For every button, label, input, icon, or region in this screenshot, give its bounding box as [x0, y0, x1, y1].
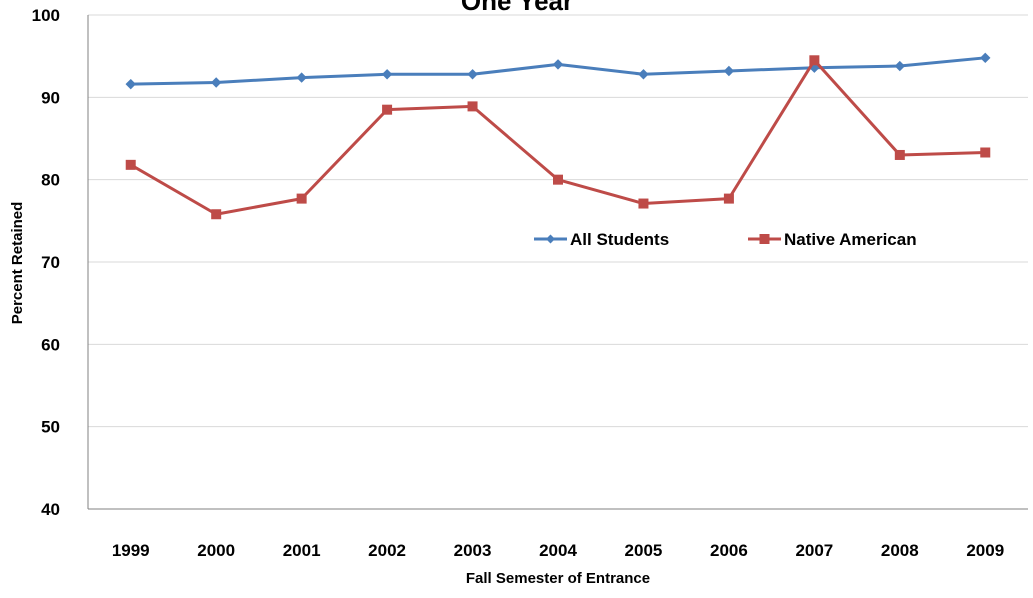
- chart-title: One Year: [461, 0, 573, 16]
- x-tick-label-2004: 2004: [539, 541, 577, 560]
- data-point-native-american-1999: [125, 159, 136, 170]
- y-axis-label: Percent Retained: [9, 202, 26, 325]
- data-point-native-american-2007: [809, 55, 820, 66]
- data-point-native-american-2001: [296, 193, 307, 204]
- data-point-all-students-2009: [980, 52, 991, 64]
- legend-label-native-american: Native American: [784, 230, 917, 249]
- y-tick-label-80: 80: [41, 171, 60, 190]
- data-point-all-students-2004: [552, 59, 564, 70]
- y-tick-labels: 40 50 60 70 80 90 100: [32, 6, 60, 519]
- x-tick-label-2007: 2007: [795, 541, 833, 560]
- data-point-all-students-2003: [467, 69, 478, 80]
- y-tick-label-60: 60: [41, 335, 60, 354]
- series-all-students: [125, 52, 991, 90]
- data-series: [125, 52, 991, 220]
- data-point-native-american-2009: [980, 147, 991, 158]
- y-tick-label-50: 50: [41, 418, 60, 437]
- series-line-native-american: [129, 58, 986, 216]
- x-tick-label-2002: 2002: [368, 541, 406, 560]
- legend: All Students Native American: [534, 230, 917, 249]
- data-point-all-students-2001: [296, 72, 307, 83]
- x-tick-labels: 1999 2000 2001 2002 2003 2004 2005 2006 2007 2008…: [112, 541, 1004, 560]
- x-tick-label-2008: 2008: [881, 541, 919, 560]
- y-tick-label-70: 70: [41, 253, 60, 272]
- legend-item-native-american: Native American: [748, 230, 917, 249]
- legend-item-all-students: All Students: [534, 230, 669, 249]
- data-point-all-students-2005: [638, 69, 649, 80]
- data-point-native-american-2000: [211, 209, 222, 220]
- data-point-native-american-2006: [723, 193, 734, 204]
- data-point-all-students-2006: [723, 65, 735, 77]
- data-point-all-students-2002: [381, 69, 393, 80]
- axes: [87, 15, 1028, 510]
- x-tick-label-2001: 2001: [283, 541, 321, 560]
- x-tick-label-2006: 2006: [710, 541, 748, 560]
- y-tick-label-90: 90: [41, 88, 60, 107]
- data-point-native-american-2003: [467, 101, 478, 112]
- data-point-all-students-1999: [125, 78, 136, 90]
- x-tick-label-1999: 1999: [112, 541, 150, 560]
- x-tick-label-2003: 2003: [454, 541, 492, 560]
- data-point-native-american-2002: [382, 104, 393, 115]
- legend-marker-diamond: [546, 234, 555, 244]
- data-point-all-students-2008: [894, 60, 906, 72]
- y-tick-label-100: 100: [32, 6, 60, 25]
- data-point-native-american-2004: [553, 174, 563, 185]
- x-tick-label-2009: 2009: [966, 541, 1004, 560]
- data-point-all-students-2000: [210, 77, 222, 88]
- series-native-american: [125, 55, 991, 220]
- y-tick-label-40: 40: [41, 500, 60, 519]
- data-point-native-american-2008: [894, 149, 905, 160]
- x-tick-label-2000: 2000: [197, 541, 235, 560]
- gridlines: [88, 14, 1028, 428]
- legend-marker-square: [759, 234, 770, 244]
- data-point-native-american-2005: [638, 198, 649, 209]
- x-tick-label-2005: 2005: [625, 541, 663, 560]
- legend-label-all-students: All Students: [570, 230, 669, 249]
- x-axis-label: Fall Semester of Entrance: [466, 570, 650, 587]
